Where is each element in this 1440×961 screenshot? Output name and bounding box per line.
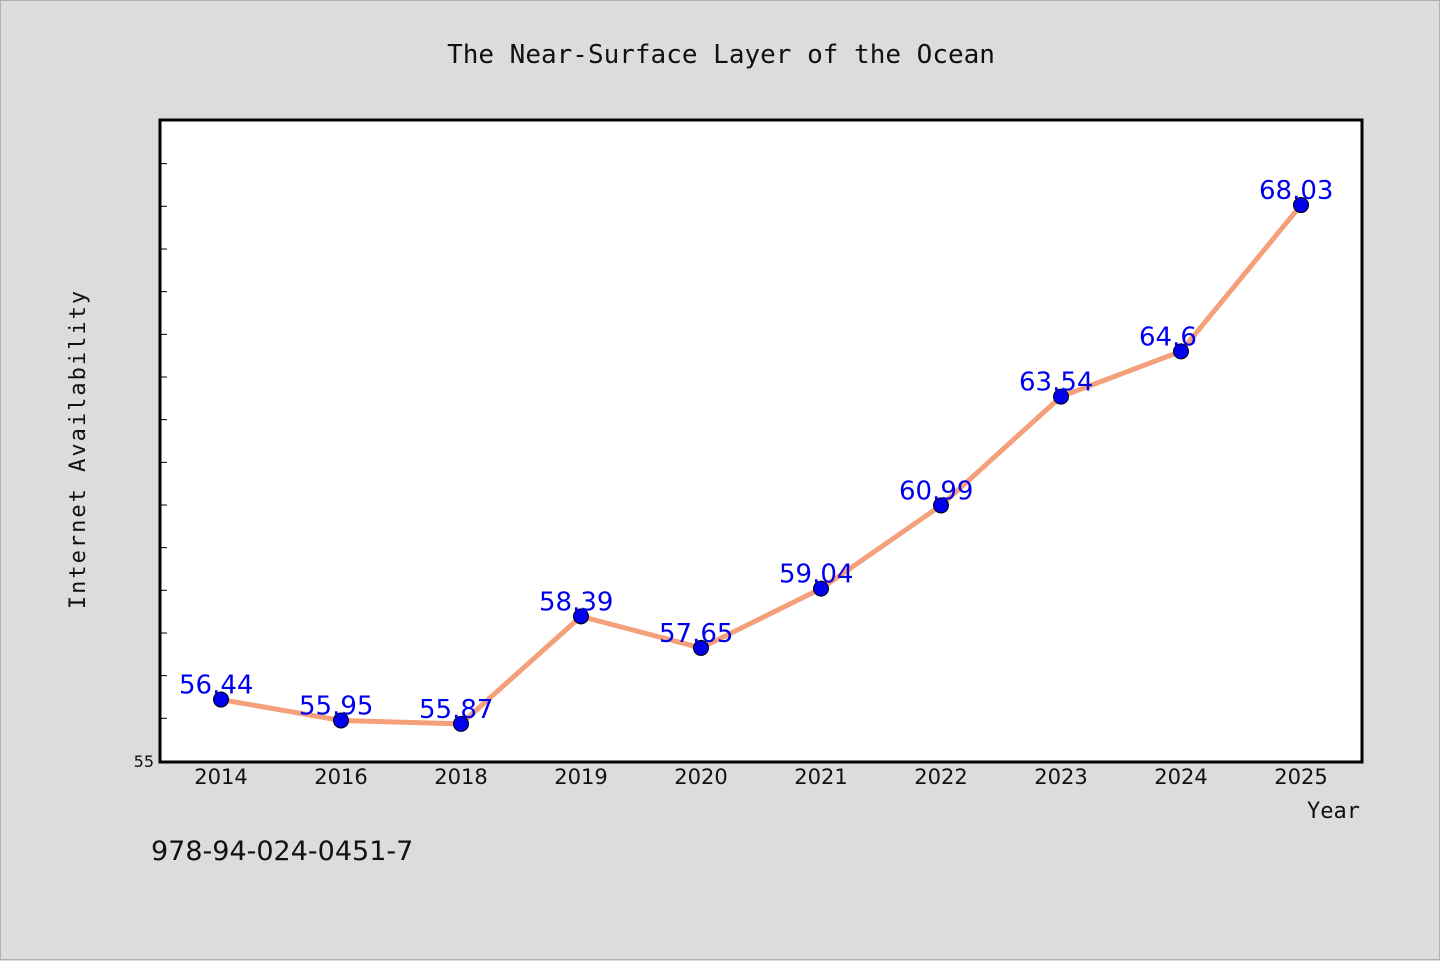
footer-isbn-text: 978-94-024-0451-7 (151, 836, 414, 867)
x-tick-label-6: 2022 (914, 765, 967, 789)
data-label-2021: 59.04 (779, 560, 853, 590)
data-label-2019: 58.39 (539, 587, 613, 617)
data-label-2018: 55.87 (419, 695, 493, 725)
x-tick-label-1: 2016 (314, 765, 367, 789)
x-tick-label-5: 2021 (794, 765, 847, 789)
data-label-2014: 56.44 (179, 671, 253, 701)
data-labels: 56.44 55.95 55.87 58.39 57.65 59.04 60.99 63.54… (179, 176, 1333, 725)
x-tick-label-0: 2014 (194, 765, 247, 789)
plot-area (158, 118, 1364, 764)
data-point-2024 (1173, 343, 1189, 360)
data-label-2023: 63.54 (1019, 368, 1093, 398)
data-point-2022 (933, 497, 949, 514)
data-point-2019 (573, 608, 589, 625)
data-point-2021 (813, 580, 829, 597)
x-tick-label-4: 2020 (674, 765, 727, 789)
x-axis-tick-labels: 2014 2016 2018 2019 2020 2021 2022 2023 2024 2025 (194, 765, 1327, 789)
data-point-2016 (333, 712, 349, 729)
data-label-2020: 57.65 (659, 619, 733, 649)
y-axis-tick-labels: 55 (134, 752, 154, 771)
series-line (218, 202, 1304, 727)
data-label-2022: 60.99 (899, 476, 973, 506)
x-tick-label-8: 2024 (1154, 765, 1207, 789)
x-tick-label-9: 2025 (1274, 765, 1327, 789)
y-axis-label: Internet Availability (66, 289, 91, 609)
data-point-2014 (213, 691, 229, 708)
y-axis-ticks (161, 163, 167, 762)
x-axis-label: Year (1307, 799, 1360, 824)
data-markers (213, 197, 1309, 732)
data-point-2020 (693, 639, 709, 656)
x-tick-label-2: 2018 (434, 765, 487, 789)
x-tick-label-3: 2019 (554, 765, 607, 789)
data-point-2023 (1053, 388, 1069, 405)
data-label-2024: 64.6 (1139, 322, 1197, 352)
y-tick-label-0: 55 (134, 752, 154, 771)
x-tick-label-7: 2023 (1034, 765, 1087, 789)
data-point-2018 (453, 715, 469, 732)
data-point-2025 (1293, 197, 1309, 214)
data-label-2016: 55.95 (299, 691, 373, 721)
data-label-2025: 68.03 (1259, 176, 1333, 206)
chart-title: The Near-Surface Layer of the Ocean (447, 40, 995, 70)
